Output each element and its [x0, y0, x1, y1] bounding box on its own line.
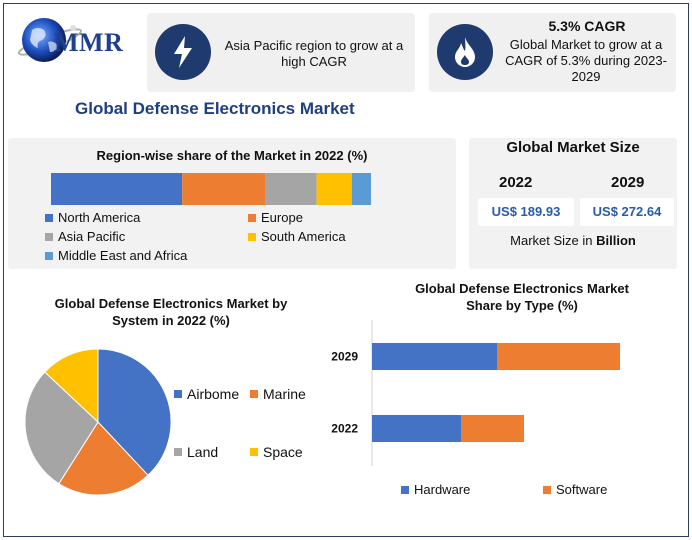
swatch-south-america: [248, 232, 256, 241]
pie-slice-land: [24, 371, 99, 485]
legend-south-america: South America: [248, 229, 346, 244]
legend-middle-east-africa: Middle East and Africa: [45, 248, 187, 263]
asia-pacific-card: Asia Pacific region to grow at a high CA…: [147, 13, 415, 92]
value-2022: US$ 189.93: [478, 198, 574, 226]
lightning-icon: [155, 24, 211, 80]
legend-label: Europe: [261, 210, 303, 225]
type-bar-chart: 2029 2022: [331, 320, 620, 466]
cagr-card: 5.3% CAGR Global Market to grow at a CAG…: [429, 13, 676, 92]
page-title: Global Defense Electronics Market: [75, 99, 355, 118]
region-segment-europe: [182, 173, 266, 205]
swatch-software: [543, 485, 551, 494]
system-chart-title: Global Defense Electronics Market by Sys…: [54, 296, 288, 328]
region-segment-south-america: [316, 173, 352, 205]
type-category-label-2029: 2029: [331, 350, 358, 364]
legend-airborne: Airbome: [174, 386, 239, 402]
type-bar-2029-hardware: [372, 343, 497, 370]
market-size-title: Global Market Size: [506, 139, 640, 156]
legend-space: Space: [250, 444, 303, 460]
note-unit: Billion: [596, 233, 636, 248]
cagr-title: 5.3% CAGR: [548, 18, 626, 34]
region-share-panel: Region-wise share of the Market in 2022 …: [8, 138, 456, 269]
pie-slice-marine: [58, 421, 149, 496]
swatch-space: [250, 448, 258, 456]
type-chart-title: Global Defense Electronics Market Share …: [415, 281, 629, 313]
swatch-marine: [250, 390, 258, 398]
legend-label: Hardware: [414, 482, 471, 497]
swatch-middle-east-africa: [45, 251, 53, 260]
legend-label: North America: [58, 210, 141, 225]
swatch-land: [174, 448, 182, 456]
region-chart-title: Region-wise share of the Market in 2022 …: [96, 148, 368, 163]
pie-slice-space: [44, 348, 99, 424]
legend-label: Software: [556, 482, 608, 497]
market-size-unit-note: Market Size in Billion: [469, 233, 677, 248]
swatch-asia-pacific: [45, 232, 53, 241]
legend-software: Software: [543, 482, 607, 497]
legend-label: South America: [261, 229, 346, 244]
legend-label: Middle East and Africa: [58, 248, 188, 263]
year-2029: 2029: [611, 174, 645, 191]
region-stacked-bar: [51, 173, 371, 205]
type-bar-2029-software: [497, 343, 620, 370]
legend-label: Land: [187, 444, 219, 460]
note-prefix: Market Size in: [510, 233, 593, 248]
type-bar-2022-software: [461, 415, 524, 442]
legend-label: Airbome: [187, 386, 240, 402]
legend-hardware: Hardware: [401, 482, 470, 497]
system-pie-chart: [24, 348, 172, 496]
legend-land: Land: [174, 444, 218, 460]
market-size-panel: Global Market Size 2022 2029 US$ 189.93 …: [469, 138, 677, 269]
pie-slice-airborne: [97, 348, 172, 476]
legend-label: Marine: [263, 386, 306, 402]
legend-marine: Marine: [250, 386, 306, 402]
swatch-airborne: [174, 390, 182, 398]
globe-icon: [17, 18, 83, 62]
year-2022: 2022: [499, 174, 533, 191]
legend-europe: Europe: [248, 210, 303, 225]
region-segment-north-america: [51, 173, 183, 205]
region-segment-middle-east-and-africa: [351, 173, 371, 205]
logo-text: MMR: [54, 28, 124, 57]
swatch-hardware: [401, 485, 409, 494]
cagr-text: Global Market to grow at a CAGR of 5.3% …: [505, 37, 667, 84]
type-category-label-2022: 2022: [331, 422, 358, 436]
region-segment-asia-pacific: [265, 173, 317, 205]
flame-icon: [437, 24, 493, 80]
swatch-north-america: [45, 213, 53, 222]
mmr-logo: [12, 12, 140, 72]
asia-pacific-text: Asia Pacific region to grow at a high CA…: [224, 38, 404, 69]
legend-label: Asia Pacific: [58, 229, 126, 244]
legend-north-america: North America: [45, 210, 140, 225]
type-bar-2022-hardware: [372, 415, 461, 442]
value-2029: US$ 272.64: [580, 198, 674, 226]
swatch-europe: [248, 213, 256, 222]
legend-label: Space: [263, 444, 303, 460]
legend-asia-pacific: Asia Pacific: [45, 229, 125, 244]
